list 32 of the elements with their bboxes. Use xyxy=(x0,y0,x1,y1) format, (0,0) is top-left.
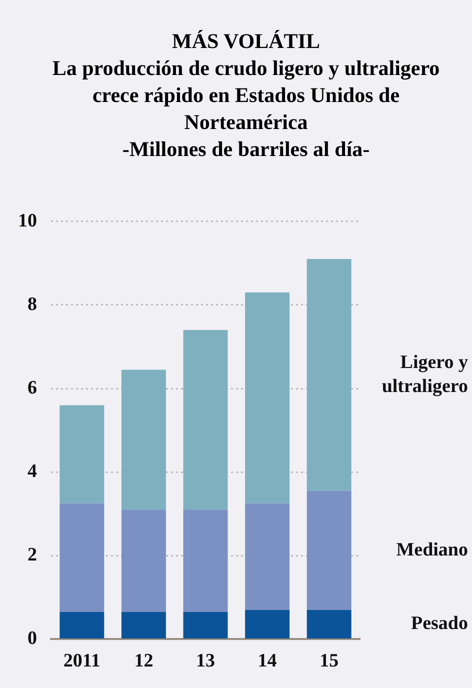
chart-subtitle: La producción de crudo ligero y ultraligero crece rápido en Estados Unidos de Norteamérica xyxy=(51,55,441,136)
y-tick-label: 4 xyxy=(28,460,38,482)
bar xyxy=(121,510,166,612)
x-tick-label: 13 xyxy=(196,650,215,672)
text: Pesado xyxy=(411,613,468,634)
y-tick-label: 6 xyxy=(28,377,37,398)
bar xyxy=(245,610,290,638)
bar xyxy=(306,610,352,638)
bar xyxy=(60,405,104,504)
y-tick-label: 2 xyxy=(28,544,37,566)
y-tick-label: 10 xyxy=(18,210,37,232)
bar xyxy=(121,612,166,638)
chart-title: MÁS VOLÁTIL xyxy=(171,28,321,55)
text: Mediano xyxy=(396,539,468,560)
x-tick-label: 2011 xyxy=(63,650,100,672)
bar xyxy=(183,330,228,510)
x-tick-label: 15 xyxy=(320,650,339,672)
x-tick-label: 14 xyxy=(258,650,278,672)
y-tick-label: 0 xyxy=(28,628,37,650)
bar xyxy=(245,503,290,610)
bar xyxy=(306,490,352,610)
y-axis-title: -Millones de barriles al día- xyxy=(121,136,371,163)
bar xyxy=(183,612,228,638)
bar xyxy=(245,292,290,504)
bar xyxy=(60,503,104,612)
y-tick-label: 8 xyxy=(28,294,37,315)
bar xyxy=(183,510,228,612)
bar xyxy=(60,612,104,638)
x-tick-label: 12 xyxy=(134,650,154,672)
bar xyxy=(121,370,166,510)
bar xyxy=(306,259,352,491)
series-label: Ligero y ultraligero xyxy=(382,352,468,397)
